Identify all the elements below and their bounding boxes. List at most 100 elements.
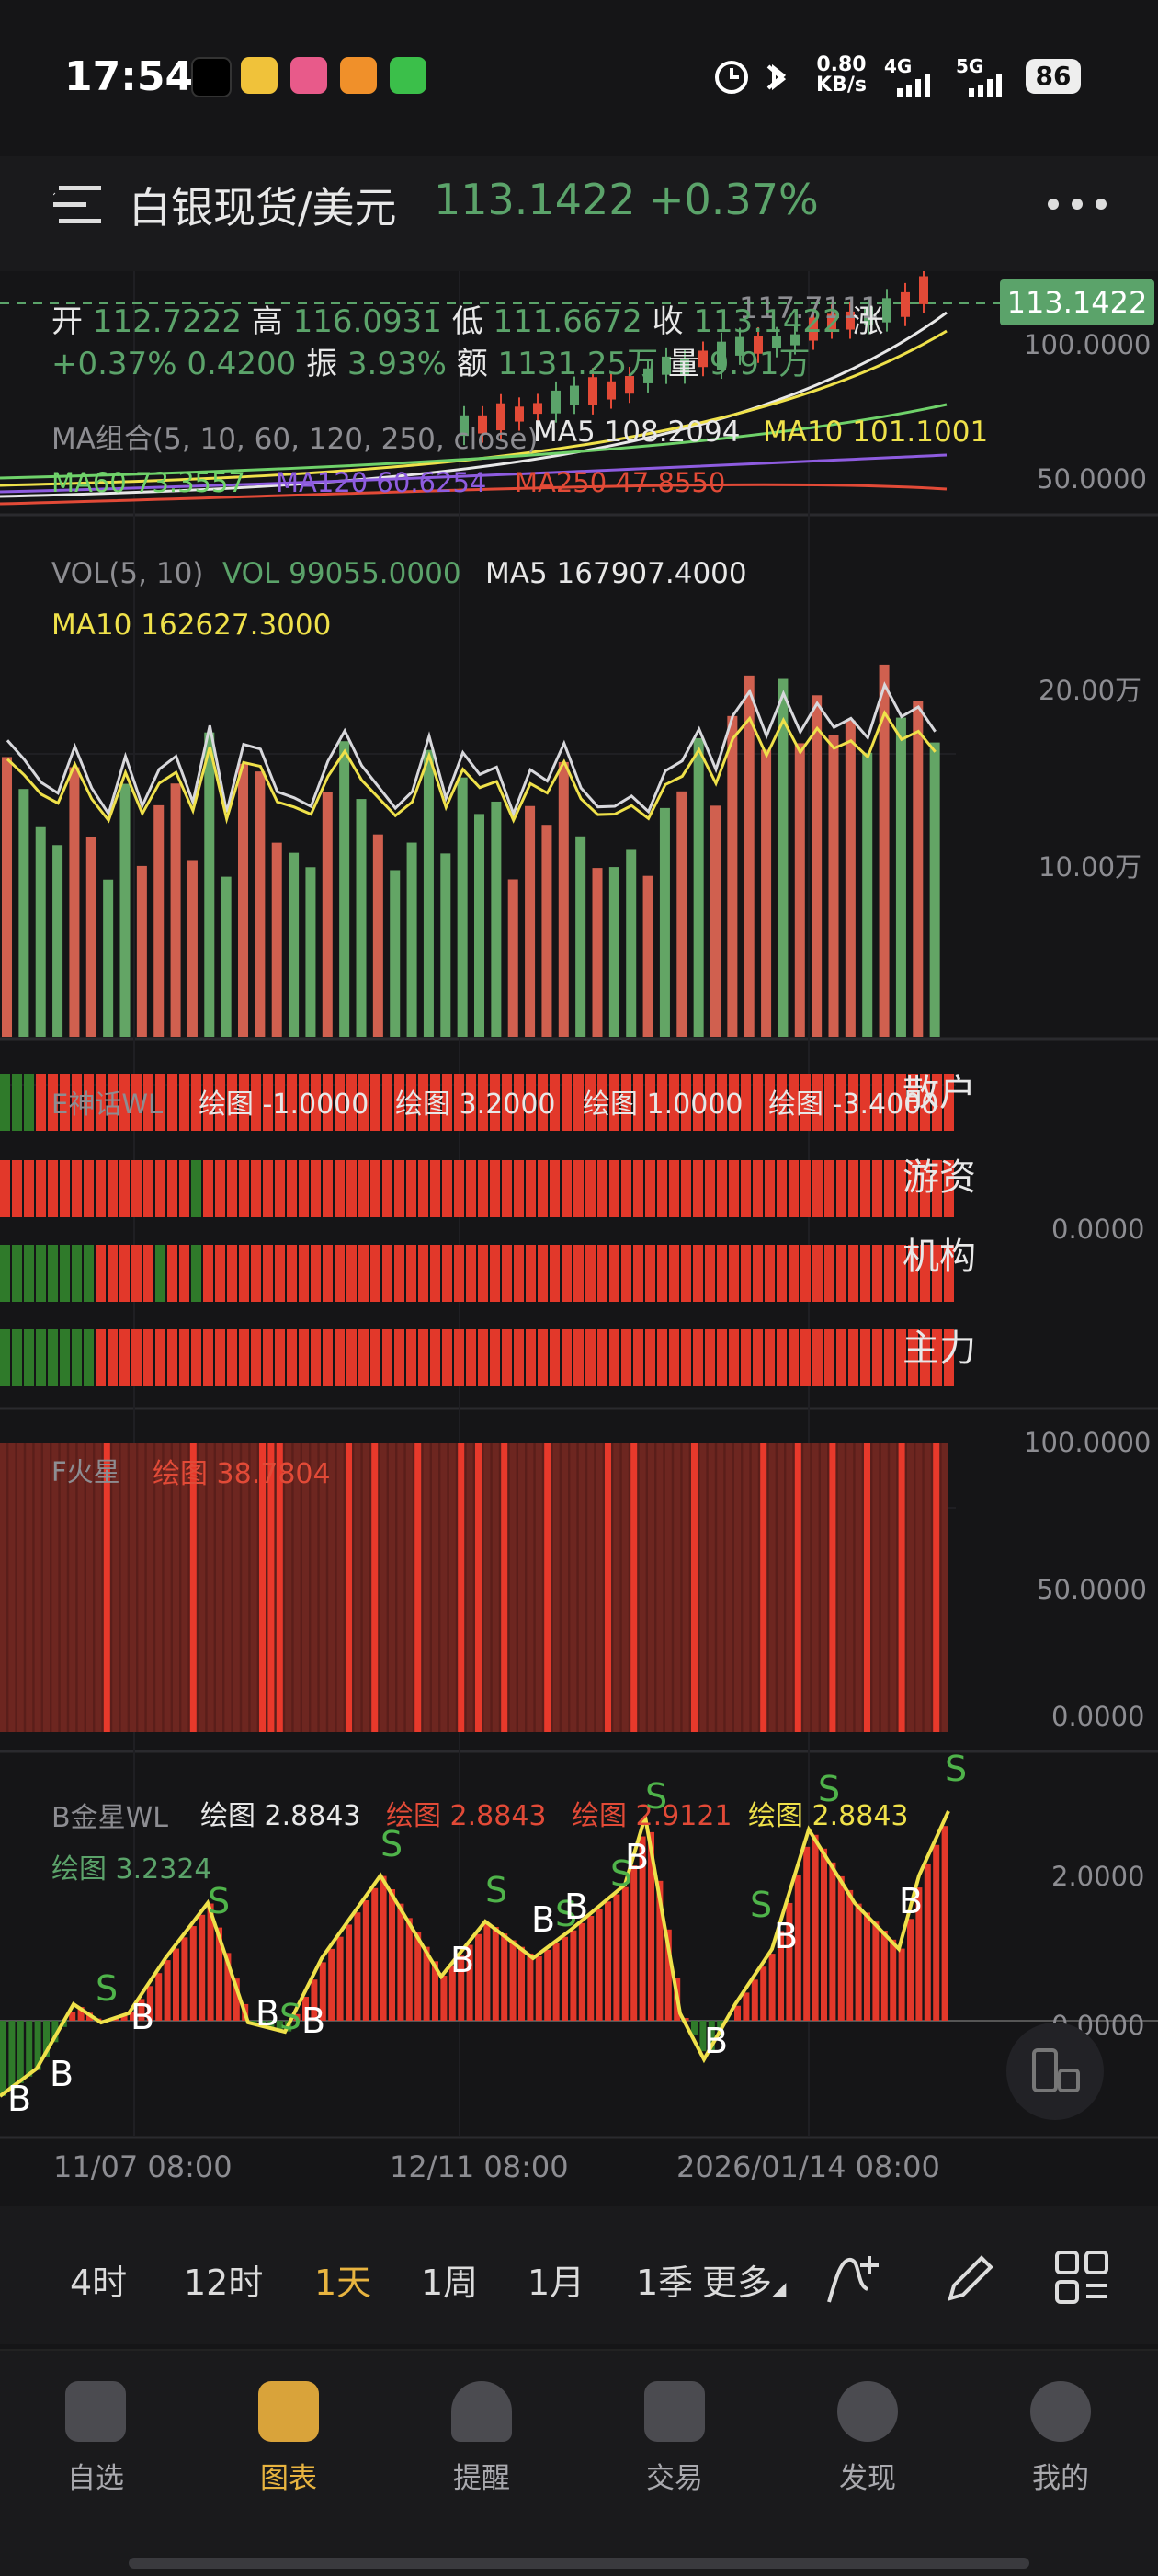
- signal-bar: [502, 1160, 512, 1217]
- huoxing-axis-mid: 50.0000: [1037, 1574, 1147, 1605]
- signal-bar: [442, 1160, 452, 1217]
- jinxing-v2: 绘图 2.8843: [386, 1793, 547, 1833]
- period-1w[interactable]: 1周: [421, 2254, 478, 2305]
- signal-bar: [872, 1160, 882, 1217]
- buy-marker: B: [131, 1997, 154, 2037]
- volume-bar: [761, 749, 771, 1037]
- signal-bar: [323, 1245, 333, 1302]
- signal-bar: [526, 1329, 536, 1386]
- signal-bar: [108, 1245, 118, 1302]
- signal-bar: [96, 1160, 106, 1217]
- signal-bar: [812, 1245, 823, 1302]
- jinxing-bar: [579, 1923, 585, 2021]
- jinxing-axis-top: 2.0000: [1051, 1861, 1144, 1892]
- signal-bar: [514, 1160, 524, 1217]
- signal-bar: [800, 1245, 811, 1302]
- signal-bar: [717, 1160, 727, 1217]
- signal-bar: [573, 1245, 584, 1302]
- nav-chart[interactable]: 图表: [224, 2381, 353, 2496]
- signal-bar: [442, 1245, 452, 1302]
- signal-bar: [621, 1329, 631, 1386]
- sell-marker: S: [750, 1885, 772, 1925]
- jinxing-bar: [26, 2021, 32, 2077]
- jinxing-bar: [501, 1933, 507, 2021]
- signal-bar: [872, 1329, 882, 1386]
- jinxing-bar: [899, 1949, 905, 2021]
- period-1m[interactable]: 1月: [528, 2254, 585, 2305]
- signal-bar: [765, 1329, 775, 1386]
- jinxing-bar: [363, 1900, 369, 2021]
- ma250-value: MA250 47.8550: [515, 467, 725, 498]
- candle: [882, 298, 891, 322]
- jinxing-bar: [933, 1845, 939, 2021]
- grid-menu-icon[interactable]: [1053, 2249, 1112, 2308]
- signal-bar: [131, 1245, 142, 1302]
- huoxing-bar: [562, 1443, 568, 1732]
- jinxing-title: B金星WL: [51, 1795, 168, 1835]
- signal-bar: [131, 1329, 142, 1386]
- signal-bar: [167, 1329, 177, 1386]
- signal-bar: [777, 1245, 787, 1302]
- jinxing-v1: 绘图 2.8843: [200, 1793, 361, 1833]
- huoxing-bar: [475, 1443, 482, 1732]
- signal-bar: [239, 1329, 249, 1386]
- signal-bar: [657, 1160, 667, 1217]
- signal-bar: [633, 1160, 643, 1217]
- signal-bar: [382, 1074, 392, 1131]
- vol-ma10: MA10 162627.3000: [51, 609, 331, 642]
- more-icon[interactable]: [1046, 193, 1110, 215]
- volume-bar: [36, 827, 46, 1037]
- signal-bar: [848, 1329, 858, 1386]
- signal-bar: [538, 1245, 548, 1302]
- home-indicator[interactable]: [129, 2558, 1029, 2569]
- buy-marker: B: [625, 1837, 649, 1877]
- period-12h[interactable]: 12时: [184, 2254, 263, 2305]
- huoxing-bar: [699, 1443, 706, 1732]
- period-1d[interactable]: 1天: [314, 2254, 371, 2305]
- huoxing-bar: [432, 1443, 438, 1732]
- layout-toggle-button[interactable]: [1006, 2023, 1104, 2120]
- signal-bar: [454, 1329, 464, 1386]
- pencil-icon[interactable]: [941, 2249, 1000, 2308]
- huoxing-bar: [717, 1443, 723, 1732]
- period-4h[interactable]: 4时: [70, 2254, 127, 2305]
- nav-alerts[interactable]: 提醒: [417, 2381, 546, 2496]
- signal-bar: [681, 1329, 691, 1386]
- draw-line-icon[interactable]: [823, 2249, 882, 2308]
- volume-bar: [255, 771, 265, 1037]
- huoxing-bar: [0, 1443, 6, 1732]
- signal-bar: [167, 1245, 177, 1302]
- signal-bar: [394, 1245, 404, 1302]
- nav-profile[interactable]: 我的: [996, 2381, 1125, 2496]
- huoxing-bar: [467, 1443, 473, 1732]
- buy-marker: B: [50, 2054, 74, 2094]
- signal-bar: [526, 1160, 536, 1217]
- nav-watchlist[interactable]: 自选: [31, 2381, 160, 2496]
- nav-discover[interactable]: 发现: [803, 2381, 932, 2496]
- signal-bar: [693, 1160, 703, 1217]
- huoxing-bar: [752, 1443, 758, 1732]
- sell-marker: S: [380, 1824, 403, 1864]
- signal-bar: [203, 1329, 213, 1386]
- home-icon: [65, 2381, 126, 2442]
- huoxing-bar: [726, 1443, 732, 1732]
- menu-icon[interactable]: [53, 184, 103, 224]
- signal-bar: [669, 1329, 679, 1386]
- ma10-value: MA10 101.1001: [763, 416, 988, 449]
- signal-bar: [60, 1160, 70, 1217]
- signal-bar: [346, 1329, 357, 1386]
- signal-bar: [430, 1245, 440, 1302]
- period-more[interactable]: 更多◢: [702, 2254, 786, 2305]
- jinxing-bar: [872, 1921, 879, 2021]
- period-1q[interactable]: 1季: [636, 2254, 693, 2305]
- jinxing-bar: [838, 1876, 845, 2021]
- nav-trade[interactable]: 交易: [610, 2381, 739, 2496]
- signal-bar: [490, 1329, 500, 1386]
- signal-bar: [514, 1329, 524, 1386]
- signal-bar: [143, 1160, 153, 1217]
- shenhua-title: E神话WL: [51, 1083, 163, 1122]
- ma-title: MA组合(5, 10, 60, 120, 250, close): [51, 416, 538, 457]
- volume-bar: [289, 853, 299, 1037]
- signal-bar: [370, 1160, 380, 1217]
- volume-bar: [458, 778, 468, 1037]
